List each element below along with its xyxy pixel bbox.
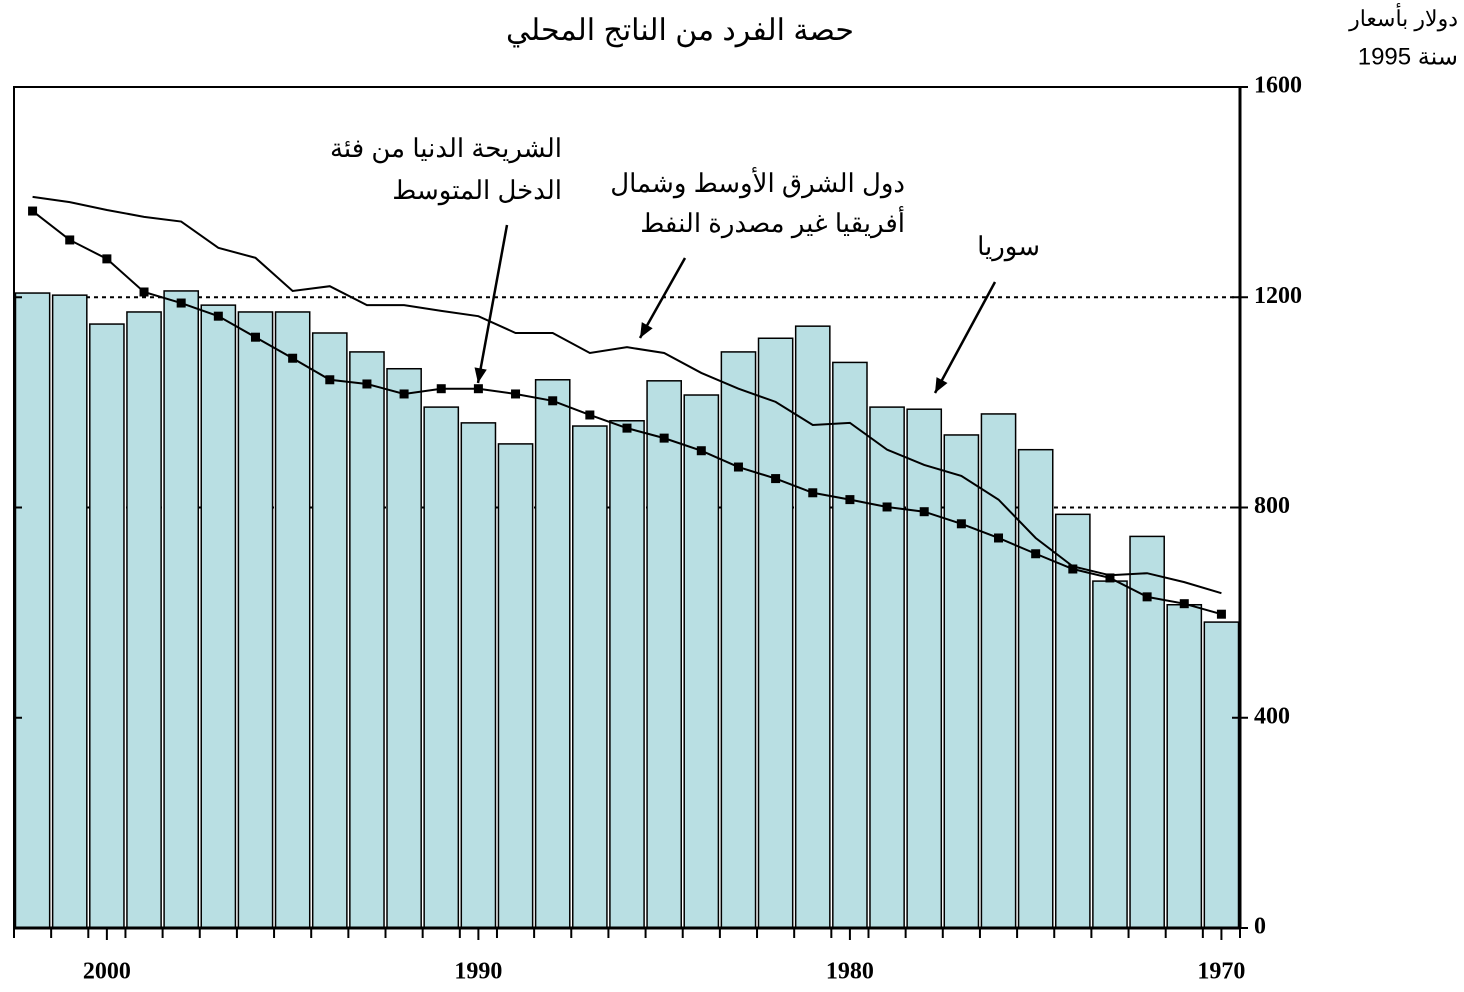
bar [386,367,422,929]
marker [139,287,149,297]
marker [919,507,929,517]
bar [311,332,348,929]
bar [757,337,794,929]
bar [646,380,682,929]
line [32,195,1222,595]
y-axis-label: سنة 1995 [1358,43,1458,70]
y-tick-label: 800 [1254,493,1290,519]
marker [956,519,966,529]
marker [436,384,446,394]
x-tick-label: 2000 [83,959,131,985]
bar [237,311,274,929]
marker [622,423,632,433]
marker [548,396,558,406]
marker [994,533,1004,543]
marker [288,353,298,363]
annotation-arrow [638,257,687,339]
bar [89,323,125,929]
marker [882,502,892,512]
marker [250,332,260,342]
annotation: الدخل المتوسط [392,175,562,206]
marker [808,488,818,498]
marker [845,495,855,505]
marker [28,206,38,216]
x-tick-label: 1970 [1197,959,1245,985]
marker [659,433,669,443]
marker [1068,564,1078,574]
marker [696,446,706,456]
bar [460,422,497,929]
bar [1166,603,1203,929]
bar [1203,621,1240,929]
y-tick-label: 0 [1254,914,1266,940]
bar [14,292,51,929]
annotation-arrow [476,224,509,384]
marker [325,375,335,385]
bar [832,361,868,929]
annotation: أفريقيا غير مصدرة النفط [640,205,905,239]
marker [473,384,483,394]
marker [176,298,186,308]
annotation-arrow [933,281,997,394]
bar [497,443,534,929]
bar [572,425,608,929]
marker [1216,609,1226,619]
bar [1017,448,1054,929]
bar [1092,580,1128,929]
bar [126,311,162,929]
bar [683,394,720,929]
annotation: سوريا [977,231,1040,262]
y-tick-label: 400 [1254,703,1290,729]
marker [1031,549,1041,559]
marker [362,379,372,389]
marker [399,389,409,399]
marker [1105,573,1115,583]
y-tick-label: 1600 [1254,73,1302,99]
marker [585,410,595,420]
bar [534,379,571,929]
bar [423,406,460,929]
bar [720,351,757,929]
marker [1179,599,1189,609]
annotation: الشريحة الدنيا من فئة [330,133,562,164]
marker [733,462,743,472]
bar [200,304,237,929]
bar [906,408,943,929]
bar [163,290,200,929]
arrow-head [935,377,948,393]
marker [65,235,75,245]
bar [943,434,980,929]
marker [1142,592,1152,602]
arrow-head [640,322,653,338]
x-tick-label: 1980 [826,959,874,985]
annotation: دول الشرق الأوسط وشمال [610,166,905,199]
chart-title: حصة الفرد من الناتج المحلي [506,14,854,48]
marker [771,474,781,484]
x-tick-label: 1990 [454,959,502,985]
bar [274,311,311,929]
bar [51,294,88,929]
y-tick-label: 1200 [1254,283,1302,309]
marker [102,254,112,264]
bar [1129,535,1165,929]
marker [511,389,521,399]
bar [869,406,905,929]
bar [609,420,645,929]
bar [349,351,385,929]
y-axis-label: دولار بأسعار [1348,2,1458,32]
marker [213,311,223,321]
arrow-head [474,367,487,383]
bar [1054,513,1091,929]
